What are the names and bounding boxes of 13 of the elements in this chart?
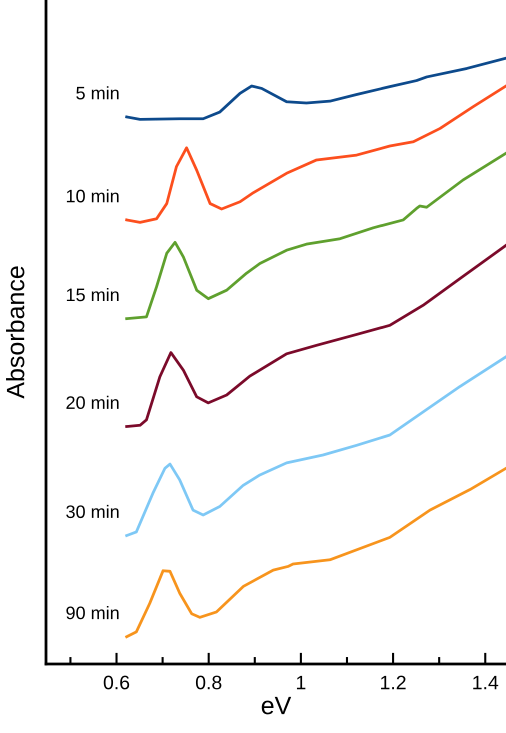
series-label: 15 min [66, 288, 119, 302]
x-tick-label: 1.4 [473, 676, 498, 690]
series-label: 20 min [66, 396, 119, 410]
series-label: 5 min [76, 86, 119, 100]
series-label: 30 min [66, 504, 119, 518]
x-axis-title: eV [262, 696, 292, 714]
y-axis-title: Absorbance [6, 266, 24, 399]
x-tick-label: 0.8 [196, 676, 222, 690]
x-tick-label: 1 [296, 676, 306, 690]
x-tick-label: 0.6 [104, 676, 130, 690]
series-label: 10 min [66, 189, 119, 202]
x-tick-label: 1.2 [381, 676, 406, 690]
series-label: 90 min [66, 606, 119, 620]
